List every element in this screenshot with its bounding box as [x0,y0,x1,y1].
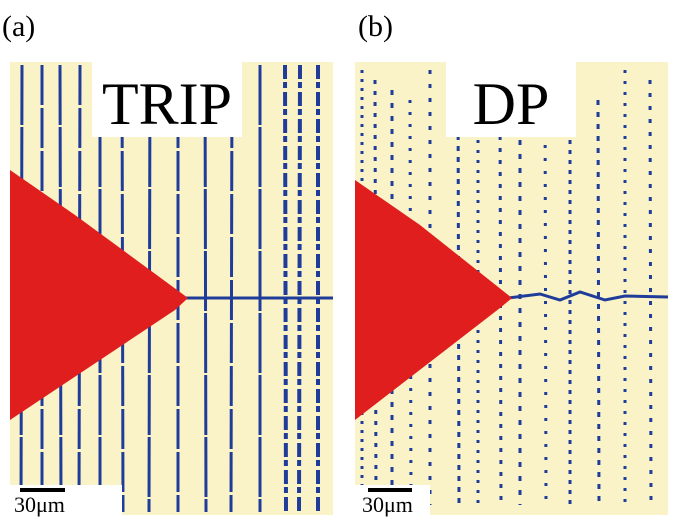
scale-label: 30μm [362,492,413,517]
title-box [446,62,576,137]
panel-b: DP 30μm [355,62,669,517]
grain-line [648,79,653,506]
title-box [92,62,242,137]
scale-label: 30μm [14,492,65,517]
grain-line [498,99,503,506]
grain-line [203,64,208,513]
panel-a: TRIP 30μm [10,62,333,517]
panel-title: DP [473,71,550,137]
panel-label: (b) [358,10,393,43]
grain-line [408,99,413,506]
crack-region [10,170,188,420]
crack-region [355,180,512,420]
panel-label: (a) [2,10,35,43]
grain-line [596,99,601,506]
grain-line [297,64,302,513]
panel-title: TRIP [102,71,232,137]
crack-line [507,290,669,302]
grain-line [229,64,234,513]
grain-line [283,64,288,513]
